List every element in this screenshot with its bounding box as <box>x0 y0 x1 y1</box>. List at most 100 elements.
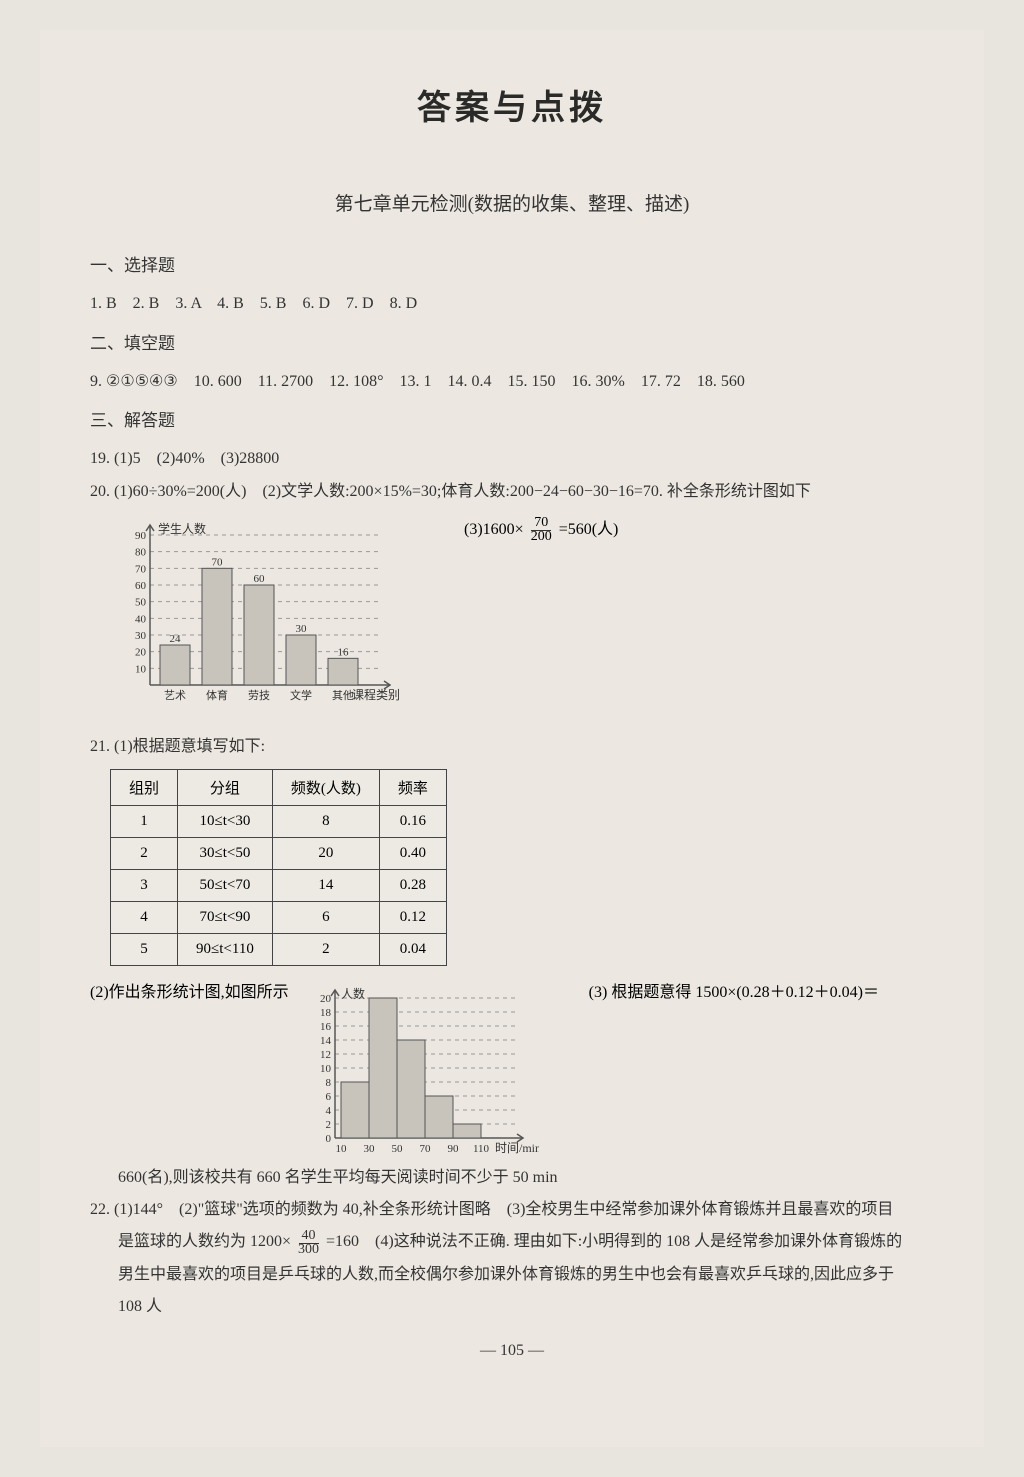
svg-text:4: 4 <box>325 1105 331 1117</box>
svg-text:24: 24 <box>170 633 182 645</box>
q19-line: 19. (1)5 (2)40% (3)28800 <box>90 444 934 474</box>
q20-line: 20. (1)60÷30%=200(人) (2)文学人数:200×15%=30;… <box>90 477 934 507</box>
chart1: 102030405060708090学生人数课程类别24艺术70体育60劳技30… <box>110 515 410 720</box>
table-row: 350≤t<70140.28 <box>111 869 447 901</box>
svg-text:学生人数: 学生人数 <box>158 521 206 536</box>
svg-text:70: 70 <box>135 563 147 575</box>
svg-text:其他: 其他 <box>332 689 354 702</box>
q20-note-a: (3)1600× <box>464 521 524 538</box>
svg-text:16: 16 <box>320 1021 332 1033</box>
svg-text:6: 6 <box>325 1091 331 1103</box>
table-cell: 50≤t<70 <box>178 869 273 901</box>
q22-e: 108 人 <box>118 1292 934 1322</box>
svg-text:体育: 体育 <box>206 688 228 702</box>
svg-text:30: 30 <box>296 623 308 635</box>
svg-text:文学: 文学 <box>290 688 312 702</box>
table-cell: 0.28 <box>379 869 446 901</box>
q22-fraction: 40 300 <box>295 1229 322 1257</box>
table-cell: 90≤t<110 <box>178 933 273 965</box>
freq-table: 组别分组频数(人数)频率 110≤t<3080.16230≤t<50200.40… <box>110 769 447 966</box>
table-row: 470≤t<9060.12 <box>111 901 447 933</box>
table-header: 组别 <box>111 769 178 805</box>
q22-d: 男生中最喜欢的项目是乒乓球的人数,而全校偶尔参加课外体育锻炼的男生中也会有最喜欢… <box>118 1260 934 1290</box>
page-subtitle: 第七章单元检测(数据的收集、整理、描述) <box>90 189 934 216</box>
q21-a: 21. (1)根据题意填写如下: <box>90 732 934 762</box>
q20-fraction: 70 200 <box>528 516 555 544</box>
table-header: 频数(人数) <box>272 769 379 805</box>
svg-text:10: 10 <box>320 1063 332 1075</box>
svg-text:10: 10 <box>135 663 147 675</box>
table-cell: 30≤t<50 <box>178 837 273 869</box>
table-cell: 2 <box>111 837 178 869</box>
section-2-answers: 9. ②①⑤④③ 10. 600 11. 2700 12. 108° 13. 1… <box>90 367 934 397</box>
table-row: 110≤t<3080.16 <box>111 805 447 837</box>
table-cell: 0.04 <box>379 933 446 965</box>
q21-c: (3) 根据题意得 1500×(0.28＋0.12＋0.04)＝ <box>589 978 879 1008</box>
q21-b: (2)作出条形统计图,如图所示 <box>90 978 289 1008</box>
q20-note-b: =560(人) <box>559 521 619 538</box>
table-cell: 2 <box>272 933 379 965</box>
svg-text:70: 70 <box>419 1143 431 1155</box>
chart1-wrap: 102030405060708090学生人数课程类别24艺术70体育60劳技30… <box>110 515 934 720</box>
svg-text:60: 60 <box>135 580 147 592</box>
table-cell: 6 <box>272 901 379 933</box>
svg-text:劳技: 劳技 <box>248 689 270 702</box>
svg-text:110: 110 <box>473 1143 490 1155</box>
svg-text:40: 40 <box>135 613 147 625</box>
svg-text:50: 50 <box>135 597 147 609</box>
section-1-heading: 一、选择题 <box>90 252 934 279</box>
page-number: — 105 — <box>90 1342 934 1360</box>
table-cell: 20 <box>272 837 379 869</box>
table-header: 分组 <box>178 769 273 805</box>
svg-text:70: 70 <box>212 556 224 568</box>
q22-b: 是篮球的人数约为 1200× <box>118 1233 291 1250</box>
svg-text:14: 14 <box>320 1035 332 1047</box>
svg-text:20: 20 <box>320 993 332 1005</box>
svg-text:0: 0 <box>325 1133 331 1145</box>
svg-text:课程类别: 课程类别 <box>352 687 400 702</box>
section-2-heading: 二、填空题 <box>90 330 934 357</box>
page-title: 答案与点拨 <box>90 80 934 129</box>
table-cell: 1 <box>111 805 178 837</box>
table-cell: 70≤t<90 <box>178 901 273 933</box>
q22-frac-den: 300 <box>295 1242 322 1257</box>
svg-text:时间/min: 时间/min <box>495 1141 539 1155</box>
table-cell: 0.12 <box>379 901 446 933</box>
q21-row2: (2)作出条形统计图,如图所示 0 2 4 6 8 10 12 14 16 18 20 人数时间/mi… <box>90 978 934 1163</box>
table-cell: 0.40 <box>379 837 446 869</box>
svg-text:80: 80 <box>135 547 147 559</box>
table-row: 230≤t<50200.40 <box>111 837 447 869</box>
svg-text:12: 12 <box>320 1049 331 1061</box>
chart1-svg: 102030405060708090学生人数课程类别24艺术70体育60劳技30… <box>110 515 410 715</box>
svg-text:2: 2 <box>325 1119 331 1131</box>
q20-note: (3)1600× 70 200 =560(人) <box>464 515 618 545</box>
q22-c: =160 (4)这种说法不正确. 理由如下:小明得到的 108 人是经常参加课外… <box>326 1233 902 1250</box>
q21-d: 660(名),则该校共有 660 名学生平均每天阅读时间不少于 50 min <box>118 1163 934 1193</box>
table-row: 590≤t<11020.04 <box>111 933 447 965</box>
section-1-answers: 1. B 2. B 3. A 4. B 5. B 6. D 7. D 8. D <box>90 289 934 319</box>
table-cell: 3 <box>111 869 178 901</box>
svg-text:16: 16 <box>338 646 350 658</box>
svg-text:艺术: 艺术 <box>164 689 186 702</box>
svg-text:30: 30 <box>135 630 147 642</box>
svg-text:18: 18 <box>320 1007 332 1019</box>
section-3-heading: 三、解答题 <box>90 407 934 434</box>
q22-b-line: 是篮球的人数约为 1200× 40 300 =160 (4)这种说法不正确. 理… <box>118 1227 934 1257</box>
q22-a: 22. (1)144° (2)"篮球"选项的频数为 40,补全条形统计图略 (3… <box>90 1195 934 1225</box>
svg-text:人数: 人数 <box>341 986 365 1001</box>
svg-text:8: 8 <box>325 1077 331 1089</box>
table-cell: 14 <box>272 869 379 901</box>
svg-text:50: 50 <box>391 1143 403 1155</box>
table-cell: 5 <box>111 933 178 965</box>
svg-text:60: 60 <box>254 573 266 585</box>
table-cell: 10≤t<30 <box>178 805 273 837</box>
svg-text:10: 10 <box>335 1143 347 1155</box>
table-cell: 0.16 <box>379 805 446 837</box>
table-cell: 8 <box>272 805 379 837</box>
table-header: 频率 <box>379 769 446 805</box>
svg-text:30: 30 <box>363 1143 375 1155</box>
chart2-svg: 02468101214161820人数时间/min1030507090110 <box>299 978 539 1158</box>
svg-text:90: 90 <box>135 530 147 542</box>
q20-frac-den: 200 <box>528 529 555 544</box>
page-container: 答案与点拨 第七章单元检测(数据的收集、整理、描述) 一、选择题 1. B 2.… <box>40 30 984 1447</box>
